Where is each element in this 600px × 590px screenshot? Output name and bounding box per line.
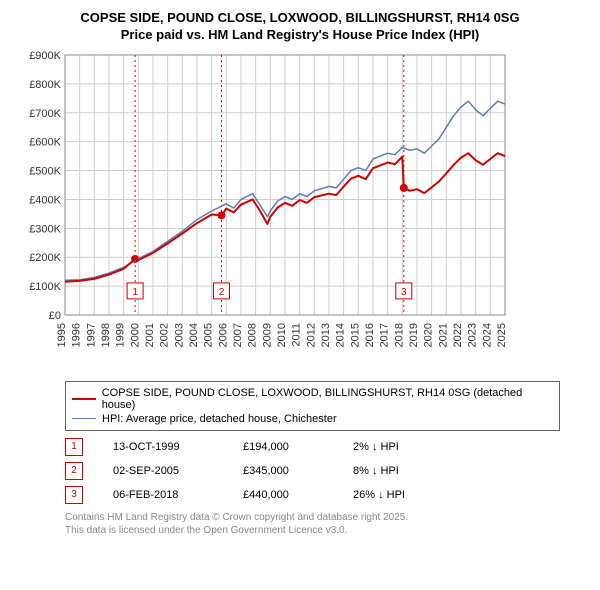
svg-text:2023: 2023 — [467, 323, 479, 347]
svg-text:£400K: £400K — [29, 194, 61, 206]
svg-text:2012: 2012 — [305, 323, 317, 347]
svg-text:2000: 2000 — [129, 323, 141, 347]
svg-text:2007: 2007 — [232, 323, 244, 347]
svg-text:2018: 2018 — [393, 323, 405, 347]
svg-text:2024: 2024 — [481, 323, 493, 347]
legend-swatch — [72, 418, 96, 419]
svg-text:1999: 1999 — [115, 323, 127, 347]
svg-text:£500K: £500K — [29, 165, 61, 177]
svg-text:2001: 2001 — [144, 323, 156, 347]
sale-date: 06-FEB-2018 — [113, 489, 243, 501]
legend-label: HPI: Average price, detached house, Chic… — [102, 413, 337, 425]
svg-text:2: 2 — [219, 287, 225, 298]
svg-text:2005: 2005 — [203, 323, 215, 347]
svg-text:2010: 2010 — [276, 323, 288, 347]
svg-text:2016: 2016 — [364, 323, 376, 347]
legend-label: COPSE SIDE, POUND CLOSE, LOXWOOD, BILLIN… — [102, 387, 553, 411]
sale-date: 13-OCT-1999 — [113, 441, 243, 453]
svg-text:2021: 2021 — [437, 323, 449, 347]
sale-price: £345,000 — [243, 465, 353, 477]
svg-text:2013: 2013 — [320, 323, 332, 347]
sale-badge: 2 — [65, 462, 83, 480]
svg-text:£300K: £300K — [29, 223, 61, 235]
svg-text:1995: 1995 — [56, 323, 68, 347]
svg-text:£800K: £800K — [29, 79, 61, 91]
title-line-2: Price paid vs. HM Land Registry's House … — [10, 27, 590, 44]
svg-text:2002: 2002 — [159, 323, 171, 347]
svg-text:2015: 2015 — [349, 323, 361, 347]
sales-table: 1 13-OCT-1999£194,0002% ↓ HPI 2 02-SEP-2005… — [65, 435, 560, 507]
sale-date: 02-SEP-2005 — [113, 465, 243, 477]
svg-text:£900K: £900K — [29, 50, 61, 62]
sale-row: 2 02-SEP-2005£345,0008% ↓ HPI — [65, 459, 560, 483]
sale-delta: 2% ↓ HPI — [353, 441, 473, 453]
footer-attribution: Contains HM Land Registry data © Crown c… — [65, 511, 560, 537]
sale-delta: 26% ↓ HPI — [353, 489, 473, 501]
legend-item: HPI: Average price, detached house, Chic… — [72, 412, 553, 426]
svg-text:£200K: £200K — [29, 252, 61, 264]
legend-swatch — [72, 398, 96, 400]
svg-text:1996: 1996 — [71, 323, 83, 347]
line-chart: £0 £100K £200K £300K £400K £500K £600K £700K £80… — [10, 50, 530, 370]
svg-text:1997: 1997 — [85, 323, 97, 347]
svg-text:£0: £0 — [49, 310, 61, 322]
sale-price: £194,000 — [243, 441, 353, 453]
svg-text:2011: 2011 — [291, 323, 303, 347]
svg-text:2004: 2004 — [188, 323, 200, 347]
svg-text:1: 1 — [132, 287, 138, 298]
sale-badge: 3 — [65, 486, 83, 504]
svg-text:£700K: £700K — [29, 108, 61, 120]
sale-price: £440,000 — [243, 489, 353, 501]
sale-delta: 8% ↓ HPI — [353, 465, 473, 477]
svg-text:2017: 2017 — [379, 323, 391, 347]
svg-text:2014: 2014 — [335, 323, 347, 347]
sale-row: 3 06-FEB-2018£440,00026% ↓ HPI — [65, 483, 560, 507]
svg-text:3: 3 — [401, 287, 407, 298]
legend: COPSE SIDE, POUND CLOSE, LOXWOOD, BILLIN… — [65, 381, 560, 431]
svg-text:2003: 2003 — [173, 323, 185, 347]
sale-row: 1 13-OCT-1999£194,0002% ↓ HPI — [65, 435, 560, 459]
chart-title: COPSE SIDE, POUND CLOSE, LOXWOOD, BILLIN… — [10, 10, 590, 44]
svg-text:2020: 2020 — [423, 323, 435, 347]
title-line-1: COPSE SIDE, POUND CLOSE, LOXWOOD, BILLIN… — [10, 10, 590, 27]
svg-text:2022: 2022 — [452, 323, 464, 347]
svg-text:2019: 2019 — [408, 323, 420, 347]
footer-line-2: This data is licensed under the Open Gov… — [65, 524, 560, 537]
svg-text:£600K: £600K — [29, 136, 61, 148]
legend-item: COPSE SIDE, POUND CLOSE, LOXWOOD, BILLIN… — [72, 386, 553, 412]
footer-line-1: Contains HM Land Registry data © Crown c… — [65, 511, 560, 524]
svg-text:1998: 1998 — [100, 323, 112, 347]
svg-text:2009: 2009 — [261, 323, 273, 347]
svg-text:£100K: £100K — [29, 281, 61, 293]
svg-text:2008: 2008 — [247, 323, 259, 347]
svg-text:2006: 2006 — [217, 323, 229, 347]
sale-badge: 1 — [65, 438, 83, 456]
chart-area: £0 £100K £200K £300K £400K £500K £600K £700K £80… — [10, 50, 590, 375]
svg-text:2025: 2025 — [496, 323, 508, 347]
